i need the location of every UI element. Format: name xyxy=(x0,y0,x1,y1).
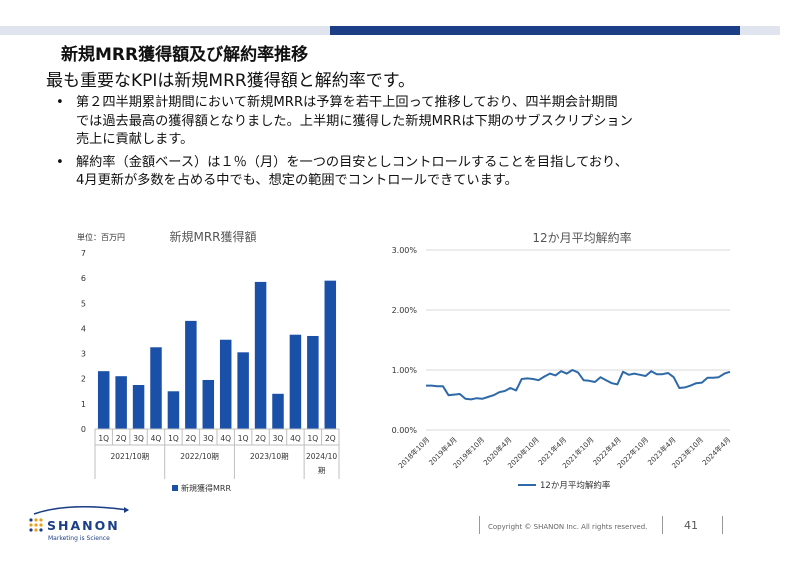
line-x-axis: 2018年10月2019年4月2019年10月2020年4月2020年10月20… xyxy=(396,435,732,470)
page-number: 41 xyxy=(684,519,698,532)
bar-x-tick-label: 3Q xyxy=(133,434,144,443)
bar xyxy=(289,334,302,429)
bar-legend-swatch xyxy=(172,485,178,491)
bar-group-label: 2024/10 xyxy=(306,452,337,461)
bullet-item: 第２四半期累計期間において新規MRRは予算を若干上回って推移しており、四半期会計… xyxy=(52,94,752,150)
bar xyxy=(219,339,232,429)
footer-divider xyxy=(479,516,480,534)
bar-y-tick-label: 4 xyxy=(81,324,86,333)
logo-tagline: Marketing is Science xyxy=(48,535,110,542)
bar-x-tick-label: 2Q xyxy=(186,434,197,443)
bullet-line: 売上に貢献します。 xyxy=(76,132,194,147)
slide-subtitle: 最も重要なKPIは新規MRR獲得額と解約率です。 xyxy=(46,71,416,91)
bar-y-tick-label: 1 xyxy=(81,400,86,409)
line-x-tick-label: 2024年4月 xyxy=(700,435,732,467)
footer-divider xyxy=(662,516,663,534)
bar xyxy=(150,347,162,429)
bar xyxy=(132,385,145,429)
shanon-logo: SHANON Marketing is Science xyxy=(29,506,129,542)
bar-x-axis: 1Q 2Q 3Q 4Q 1Q 2Q 3Q 4Q 1Q 2Q 3Q 4Q 1Q 2Q 2021/10期 2022… xyxy=(94,428,340,479)
bar xyxy=(167,391,180,429)
bullet-line: では過去最高の獲得額となりました。上半期に獲得した新規MRRは下期のサブスクリプ… xyxy=(76,113,633,129)
bar-x-tick-label: 1Q xyxy=(238,434,249,443)
bar-y-tick-label: 6 xyxy=(81,274,86,283)
bar-x-tick-label: 4Q xyxy=(151,434,162,443)
bar-group-label: 2022/10期 xyxy=(180,452,219,461)
bar xyxy=(185,320,197,429)
bar-y-tick-label: 2 xyxy=(81,375,86,384)
bullet-line: 4月更新が多数を占める中でも、想定の範囲でコントロールできています。 xyxy=(76,173,518,188)
line-y-tick-label: 3.00% xyxy=(392,246,418,255)
bar-x-tick-label: 2Q xyxy=(325,434,336,443)
bar xyxy=(202,379,215,429)
bar xyxy=(324,280,337,429)
bar-group-label: 2021/10期 xyxy=(111,452,150,461)
bullet-line: 解約率（金額ベース）は１％（月）を一つの目安としコントロールすることを目指してお… xyxy=(76,154,628,170)
bar xyxy=(97,371,110,429)
line-y-tick-label: 1.00% xyxy=(392,366,418,375)
bar-y-tick-label: 5 xyxy=(81,299,86,308)
bar xyxy=(237,352,249,429)
line-series-path xyxy=(426,369,731,401)
line-x-tick-label: 2018年10月 xyxy=(396,435,431,470)
bar-series xyxy=(97,280,337,429)
line-grid: 0.00% 1.00% 2.00% 3.00% xyxy=(392,246,730,435)
bar-y-tick-label: 0 xyxy=(81,425,86,434)
bar-x-tick-label: 2Q xyxy=(255,434,266,443)
line-legend-label: 12か月平均解約率 xyxy=(540,480,611,491)
line-y-tick-label: 0.00% xyxy=(392,426,418,435)
bar-chart-unit-label: 単位：百万円 xyxy=(77,232,125,242)
bar-x-tick-label: 1Q xyxy=(98,434,109,443)
bar-chart-title: 新規MRR獲得額 xyxy=(169,229,256,244)
bar xyxy=(272,393,284,429)
line-legend: 12か月平均解約率 xyxy=(518,480,611,491)
logo-wordmark: SHANON xyxy=(47,518,120,533)
bar-y-axis: 0 1 2 3 4 5 6 7 xyxy=(81,249,86,434)
bar-group-label: 2023/10期 xyxy=(250,452,289,461)
line-y-tick-label: 2.00% xyxy=(392,306,418,315)
bullet-list: 第２四半期累計期間において新規MRRは予算を若干上回って推移しており、四半期会計… xyxy=(52,94,752,195)
bar-x-tick-label: 3Q xyxy=(273,434,284,443)
mrr-bar-chart: 単位：百万円 新規MRR獲得額 0 1 2 3 4 5 6 7 1Q 2Q 3Q 4Q 1Q 2Q 3Q 4… xyxy=(77,229,340,493)
bar-legend: 新規獲得MRR xyxy=(172,483,231,493)
bullet-item: 解約率（金額ベース）は１％（月）を一つの目安としコントロールすることを目指してお… xyxy=(52,154,752,191)
bar xyxy=(115,376,127,429)
bar-y-tick-label: 7 xyxy=(81,249,86,258)
bar-y-tick-label: 3 xyxy=(81,350,86,359)
slide-title: 新規MRR獲得額及び解約率推移 xyxy=(61,45,309,65)
bar xyxy=(307,335,319,429)
bar-x-tick-label: 1Q xyxy=(308,434,319,443)
bar xyxy=(254,281,267,429)
bullet-line: 第２四半期累計期間において新規MRRは予算を若干上回って推移しており、四半期会計… xyxy=(76,95,618,110)
bar-x-tick-label: 4Q xyxy=(290,434,301,443)
bar-x-tick-label: 1Q xyxy=(168,434,179,443)
bar-x-tick-label: 2Q xyxy=(116,434,127,443)
line-series xyxy=(426,369,731,401)
bar-group-label: 期 xyxy=(318,466,326,475)
churn-line-chart: 12か月平均解約率 0.00%1.00%2.00%3.00% 2018年10月2… xyxy=(392,230,733,491)
bar-x-tick-label: 4Q xyxy=(220,434,231,443)
footer-divider xyxy=(722,516,723,534)
title-accent-bar-dark xyxy=(330,26,740,35)
line-chart-title: 12か月平均解約率 xyxy=(532,230,631,245)
bar-legend-label: 新規獲得MRR xyxy=(181,483,231,493)
bar-x-tick-label: 3Q xyxy=(203,434,214,443)
footer-copyright: Copyright © SHANON Inc. All rights reser… xyxy=(488,523,648,531)
